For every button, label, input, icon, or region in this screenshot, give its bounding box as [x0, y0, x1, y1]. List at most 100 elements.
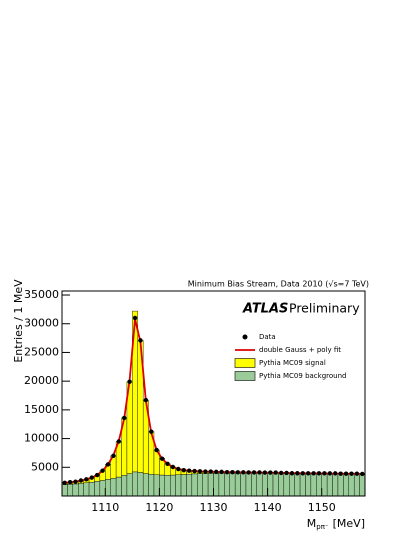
legend-label: Data — [259, 333, 276, 341]
y-tick-label: 15000 — [24, 403, 59, 416]
data-point — [300, 471, 305, 476]
data-point — [305, 471, 311, 476]
histogram-bar — [310, 473, 317, 497]
histogram-bar — [240, 472, 247, 497]
data-point — [84, 477, 89, 482]
data-point — [89, 475, 94, 480]
histogram-bar — [186, 473, 193, 497]
data-point — [246, 470, 251, 475]
x-tick-label: 1120 — [145, 501, 173, 514]
x-label-subscript: pπ⁻ — [316, 523, 329, 531]
histogram-bar — [180, 474, 187, 497]
data-point — [197, 469, 203, 474]
data-point — [295, 471, 300, 476]
x-label-unit: [MeV] — [333, 517, 365, 530]
histogram-bar — [88, 482, 95, 497]
data-point — [122, 415, 127, 421]
histogram-bar — [213, 473, 220, 497]
data-point — [316, 471, 322, 476]
data-point — [100, 468, 105, 473]
histogram-bar — [316, 473, 322, 497]
legend-label: Pythia MC09 background — [259, 372, 346, 380]
data-point — [262, 470, 268, 475]
legend-label: double Gauss + poly fit — [259, 346, 341, 354]
data-point — [268, 470, 273, 475]
fit-line — [64, 318, 363, 484]
histogram-bar — [159, 474, 166, 497]
y-tick-label: 10000 — [24, 432, 59, 445]
histogram-bar — [72, 483, 79, 497]
x-label-symbol: M — [307, 517, 317, 530]
data-point — [311, 471, 316, 476]
data-point — [278, 470, 284, 476]
data-point — [251, 470, 257, 475]
data-point — [149, 429, 154, 434]
histogram-bar — [229, 472, 236, 497]
data-point — [62, 480, 67, 485]
histogram-bar — [170, 474, 176, 497]
histogram-bar — [83, 482, 90, 497]
data-point — [322, 471, 327, 476]
histogram-bar — [137, 472, 144, 497]
data-point — [360, 471, 365, 477]
histogram-bar — [115, 476, 122, 497]
data-point — [349, 471, 354, 476]
data-point — [138, 338, 143, 343]
histogram-bar — [251, 472, 257, 497]
data-point — [224, 469, 230, 475]
histogram-bar — [359, 473, 366, 497]
histogram-bar — [283, 473, 290, 497]
histogram-bar — [332, 473, 339, 497]
y-tick-label: 20000 — [24, 374, 59, 387]
histogram-bar — [202, 473, 209, 497]
data-point — [132, 315, 138, 321]
data-point — [170, 464, 176, 470]
data-point — [192, 468, 197, 474]
histogram-bar — [289, 473, 295, 497]
histogram-bar — [191, 473, 198, 497]
histogram-bar — [218, 472, 225, 497]
histogram-bar — [272, 472, 279, 497]
histogram-bar — [261, 472, 268, 497]
histogram-bar — [278, 473, 285, 497]
data-point — [219, 469, 224, 475]
histogram-bar — [234, 472, 241, 497]
data-point — [214, 469, 219, 475]
data-point — [159, 456, 165, 461]
x-tick-label: 1130 — [200, 501, 228, 514]
x-axis-label: Mpπ⁻ [MeV] — [307, 517, 365, 531]
histogram-bar — [110, 477, 117, 497]
histogram-bar — [164, 475, 171, 497]
y-tick-label: 25000 — [24, 345, 59, 358]
data-point — [127, 379, 132, 384]
status-label: Preliminary — [289, 301, 360, 316]
data-point — [111, 453, 116, 459]
histogram-bar — [99, 480, 106, 497]
histogram-bar — [94, 481, 101, 497]
legend-label: Pythia MC09 signal — [259, 359, 326, 367]
experiment-label: ATLAS — [242, 302, 288, 317]
data-point — [235, 470, 241, 475]
data-point — [257, 470, 262, 475]
histogram-bar — [132, 471, 138, 497]
data-point — [116, 439, 122, 444]
histogram-bar — [337, 473, 344, 497]
histogram-bar — [305, 473, 312, 497]
histogram-bar — [142, 473, 149, 497]
legend-marker — [234, 358, 256, 368]
y-tick-label: 30000 — [24, 317, 59, 330]
y-tick-label: 5000 — [31, 460, 59, 473]
data-point — [78, 478, 84, 483]
histogram-bar — [294, 473, 301, 497]
x-tick-label: 1150 — [308, 501, 336, 514]
histogram-bar — [105, 479, 111, 497]
data-point — [105, 462, 111, 467]
data-point — [186, 468, 192, 473]
histogram-bar — [321, 473, 328, 497]
data-point — [273, 470, 278, 475]
histogram-bar — [267, 472, 274, 497]
y-tick-label: 35000 — [24, 288, 59, 301]
data-point — [181, 467, 186, 473]
legend-marker — [234, 371, 256, 381]
